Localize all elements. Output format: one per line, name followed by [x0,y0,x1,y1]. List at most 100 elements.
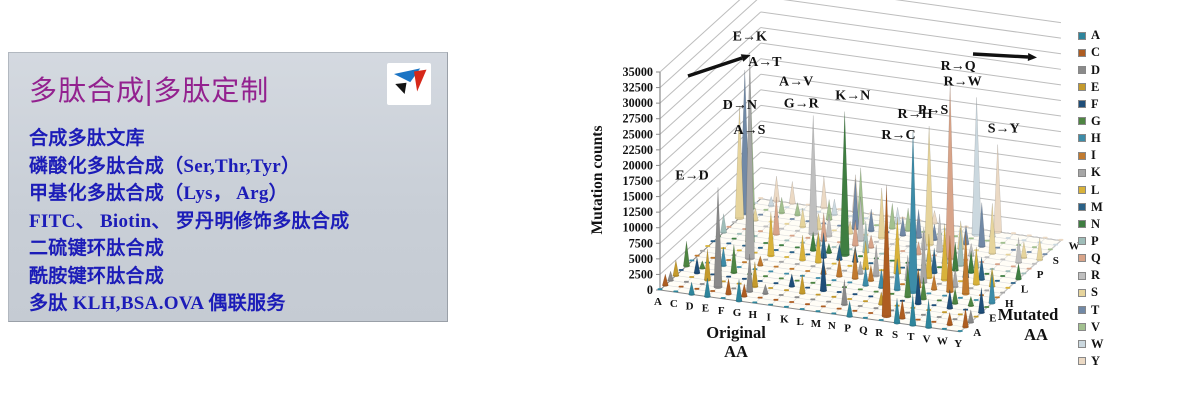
mutation-cone [683,241,690,267]
zero-marker [758,197,764,199]
left-wall-gridline [659,0,741,73]
legend-item-N: N [1078,216,1104,233]
legend-swatch [1078,340,1086,349]
mutation-cone [1020,241,1028,258]
zero-marker [1026,251,1032,253]
legend-item-P: P [1078,233,1104,250]
zero-marker [847,281,853,284]
zero-marker [863,300,868,303]
zero-marker [1058,238,1064,241]
legend-label: W [1091,336,1104,351]
mutation-cone [794,202,801,216]
original-aa-label: F [718,305,725,317]
legend-swatch [1078,202,1086,211]
service-item: FITC、 Biotin、 罗丹明修饰多肽合成 [29,210,350,232]
mutation-cone [856,196,865,241]
zero-marker [831,312,837,315]
zero-marker [784,222,790,225]
zero-marker [794,263,800,265]
legend-label: G [1091,114,1101,129]
zero-marker [936,299,942,302]
legend-label: M [1091,199,1103,214]
zero-marker [905,245,911,248]
legend-item-Q: Q [1078,250,1104,267]
left-wall-gridline [659,73,762,166]
mutation-cone [836,257,843,277]
zero-marker [678,269,684,271]
back-wall-gridline [760,167,1061,210]
floor-gridline [691,260,993,304]
zero-marker [763,258,769,261]
mutation-cone [967,309,975,323]
legend-label: R [1091,268,1101,283]
zero-marker [1042,236,1048,239]
peak-annotation: R→C [881,128,915,143]
zero-marker [826,300,832,303]
zero-marker [742,261,747,264]
mutation-cone [862,266,869,286]
mutation-cone [909,294,917,326]
zero-marker [1021,272,1027,275]
original-aa-label: V [923,333,931,345]
mutation-cone [762,283,769,294]
legend-swatch [1078,151,1086,160]
mutation-cone [940,223,949,280]
zero-marker [741,277,747,280]
zero-marker [710,256,716,259]
mutated-aa-label: A [973,327,981,339]
zero-marker [758,213,764,216]
legend-item-A: A [1078,27,1104,44]
mutation-cone [734,105,745,219]
y-tick-label: 35000 [623,65,653,79]
legend-swatch [1078,185,1086,194]
direction-arrow-head [1027,53,1037,61]
legend-item-F: F [1078,96,1104,113]
legend-swatch [1078,100,1086,109]
y-tick-label: 12500 [623,205,653,219]
mutation-chart-panel: 0 2500 5000 7500 10000 12500 15000 17500 20000 22… [560,0,1200,400]
zero-marker [889,292,895,295]
zero-marker [984,239,990,242]
mutation-cone [915,209,923,238]
direction-arrow-head [740,54,751,62]
left-wall-gridline [659,0,758,88]
legend-swatch [1078,82,1086,91]
zero-marker [936,316,942,318]
peptide-services-banner[interactable]: 多肽合成|多肽定制 合成多肽文库 磷酸化多肽合成（Ser,Thr,Tyr） 甲基化多… [8,52,448,322]
zero-marker [958,280,963,283]
zero-marker [815,293,821,296]
zero-marker [784,289,789,292]
mutation-cone [831,198,838,215]
mutation-cone [767,211,775,256]
zero-marker [831,246,837,248]
mutation-cone [867,208,875,232]
left-wall-gridline [659,11,762,104]
mutation-cone [972,246,980,285]
peak-annotation: R→H [898,107,933,122]
zero-marker [820,305,826,308]
back-wall-gridline [894,0,1061,24]
legend-label: C [1091,45,1101,60]
legend-item-W: W [1078,336,1104,353]
floor-gridline [675,275,977,318]
zero-marker [805,203,811,206]
original-aa-label: N [828,320,836,332]
zero-marker [831,262,837,265]
peak-annotation: R→Q [941,59,976,74]
zero-marker [831,279,837,282]
back-wall-gridline [760,120,1061,164]
mutation-cone [819,253,827,291]
zero-marker [683,280,689,283]
peak-annotation: A→T [748,55,782,70]
mutation-cone [888,203,896,229]
back-wall-gridline [760,136,1061,179]
zero-marker [1005,237,1011,239]
legend-item-M: M [1078,198,1104,215]
legend-label: I [1091,148,1096,163]
zero-marker [1047,248,1053,251]
zero-marker [915,318,921,321]
zero-marker [815,310,821,313]
mutated-aa-label: P [1037,269,1044,281]
